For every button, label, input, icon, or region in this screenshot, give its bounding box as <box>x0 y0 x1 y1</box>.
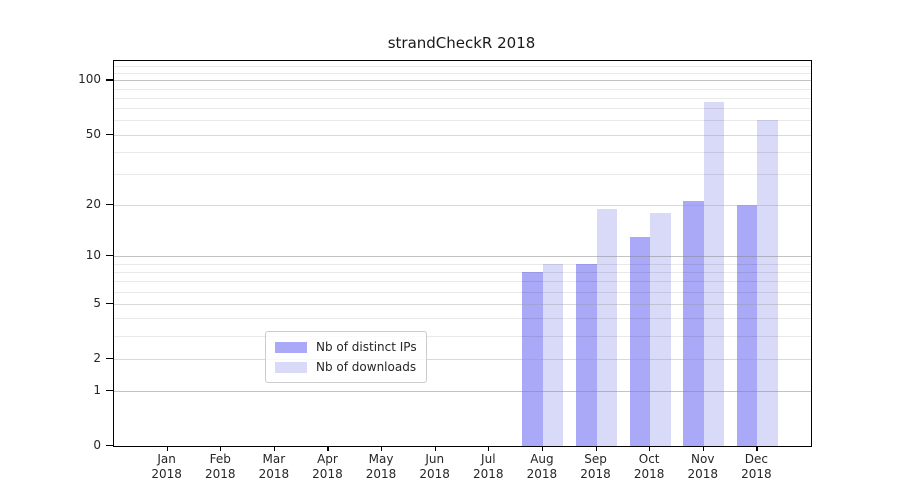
x-tick-label: May 2018 <box>351 452 411 482</box>
y-tick-mark <box>106 357 113 360</box>
x-tick-month: Mar <box>262 452 286 466</box>
x-tick-year: 2018 <box>151 467 182 481</box>
y-tick-label: 10 <box>85 248 101 263</box>
x-tick-year: 2018 <box>580 467 611 481</box>
gridline <box>114 97 811 99</box>
x-tick-label: Aug 2018 <box>512 452 572 482</box>
x-tick-mark <box>166 446 168 451</box>
bar-oct-downloads <box>650 212 671 446</box>
x-tick-label: Jul 2018 <box>458 452 518 482</box>
y-tick-label: 0 <box>93 438 101 452</box>
y-tick-label: 50 <box>85 126 101 141</box>
x-tick-mark <box>649 446 651 451</box>
y-tick-mark <box>106 255 113 257</box>
gridline <box>114 88 811 90</box>
legend-label: Nb of distinct IPs <box>316 340 417 354</box>
bar-oct-ips <box>629 236 651 446</box>
x-tick-year: 2018 <box>741 467 772 481</box>
x-tick-label: Sep 2018 <box>566 452 626 482</box>
plot-area <box>113 60 812 447</box>
x-tick-month: Aug <box>530 452 554 466</box>
bar-aug-downloads <box>542 263 564 446</box>
x-tick-month: Apr <box>317 452 338 466</box>
y-tick-label: 100 <box>78 72 101 87</box>
y-tick-mark <box>106 390 113 392</box>
x-tick-label: Mar 2018 <box>244 452 304 482</box>
x-tick-year: 2018 <box>473 467 504 481</box>
x-tick-label: Feb 2018 <box>190 452 250 482</box>
x-tick-label: Jan 2018 <box>137 452 197 482</box>
x-tick-year: 2018 <box>312 467 343 481</box>
x-tick-year: 2018 <box>526 467 558 481</box>
x-tick-mark <box>595 446 597 451</box>
x-tick-mark <box>434 446 436 451</box>
x-tick-month: Feb <box>209 452 231 466</box>
x-tick-year: 2018 <box>633 467 665 481</box>
x-tick-label: Oct 2018 <box>619 452 679 482</box>
y-tick-mark <box>106 79 113 81</box>
bar-sep-downloads <box>596 208 618 446</box>
legend-swatch-ips <box>275 341 307 353</box>
x-tick-mark <box>273 446 276 451</box>
y-tick-mark <box>106 445 113 447</box>
x-tick-month: Dec <box>744 452 768 466</box>
x-tick-month: Jun <box>425 452 445 466</box>
gridline <box>114 66 811 68</box>
y-tick-mark <box>106 133 113 135</box>
x-tick-mark <box>220 446 222 451</box>
gridline <box>114 80 811 82</box>
x-tick-year: 2018 <box>419 467 450 481</box>
bar-sep-ips <box>576 263 597 446</box>
legend-item: Nb of distinct IPs <box>275 337 417 357</box>
x-tick-mark <box>381 446 383 451</box>
bar-dec-ips <box>736 204 758 446</box>
x-tick-month: Nov <box>691 452 715 466</box>
x-tick-mark <box>541 446 544 451</box>
y-tick-label: 20 <box>85 196 101 211</box>
x-tick-mark <box>488 446 490 451</box>
bar-aug-ips <box>522 271 543 446</box>
legend-label: Nb of downloads <box>316 360 417 374</box>
x-tick-month: Sep <box>584 452 607 466</box>
x-tick-month: Jul <box>481 452 496 466</box>
x-tick-label: Jun 2018 <box>405 452 465 482</box>
bar-nov-downloads <box>703 101 725 446</box>
y-tick-mark <box>106 303 113 305</box>
x-tick-mark <box>756 446 758 451</box>
x-tick-month: Oct <box>638 452 660 466</box>
legend-item: Nb of downloads <box>275 357 417 377</box>
x-tick-month: May <box>368 452 394 466</box>
x-tick-mark <box>327 446 329 451</box>
bar-nov-ips <box>683 201 704 446</box>
x-tick-label: Nov 2018 <box>673 452 733 482</box>
legend: Nb of distinct IPs Nb of downloads <box>265 331 427 383</box>
y-tick-mark <box>106 203 113 205</box>
chart-title: strandCheckR 2018 <box>387 34 536 52</box>
bar-dec-downloads <box>757 120 778 446</box>
y-tick-label: 1 <box>93 383 101 398</box>
x-tick-mark <box>702 446 704 451</box>
gridline <box>114 72 811 74</box>
x-tick-month: Jan <box>157 452 176 466</box>
y-tick-label: 2 <box>93 350 101 365</box>
y-tick-label: 5 <box>93 296 101 311</box>
x-tick-label: Dec 2018 <box>726 452 786 482</box>
x-tick-year: 2018 <box>687 467 719 481</box>
x-tick-label: Apr 2018 <box>297 452 357 482</box>
x-tick-year: 2018 <box>258 467 290 481</box>
x-tick-year: 2018 <box>365 467 397 481</box>
legend-swatch-downloads <box>275 361 307 373</box>
x-tick-year: 2018 <box>204 467 236 481</box>
